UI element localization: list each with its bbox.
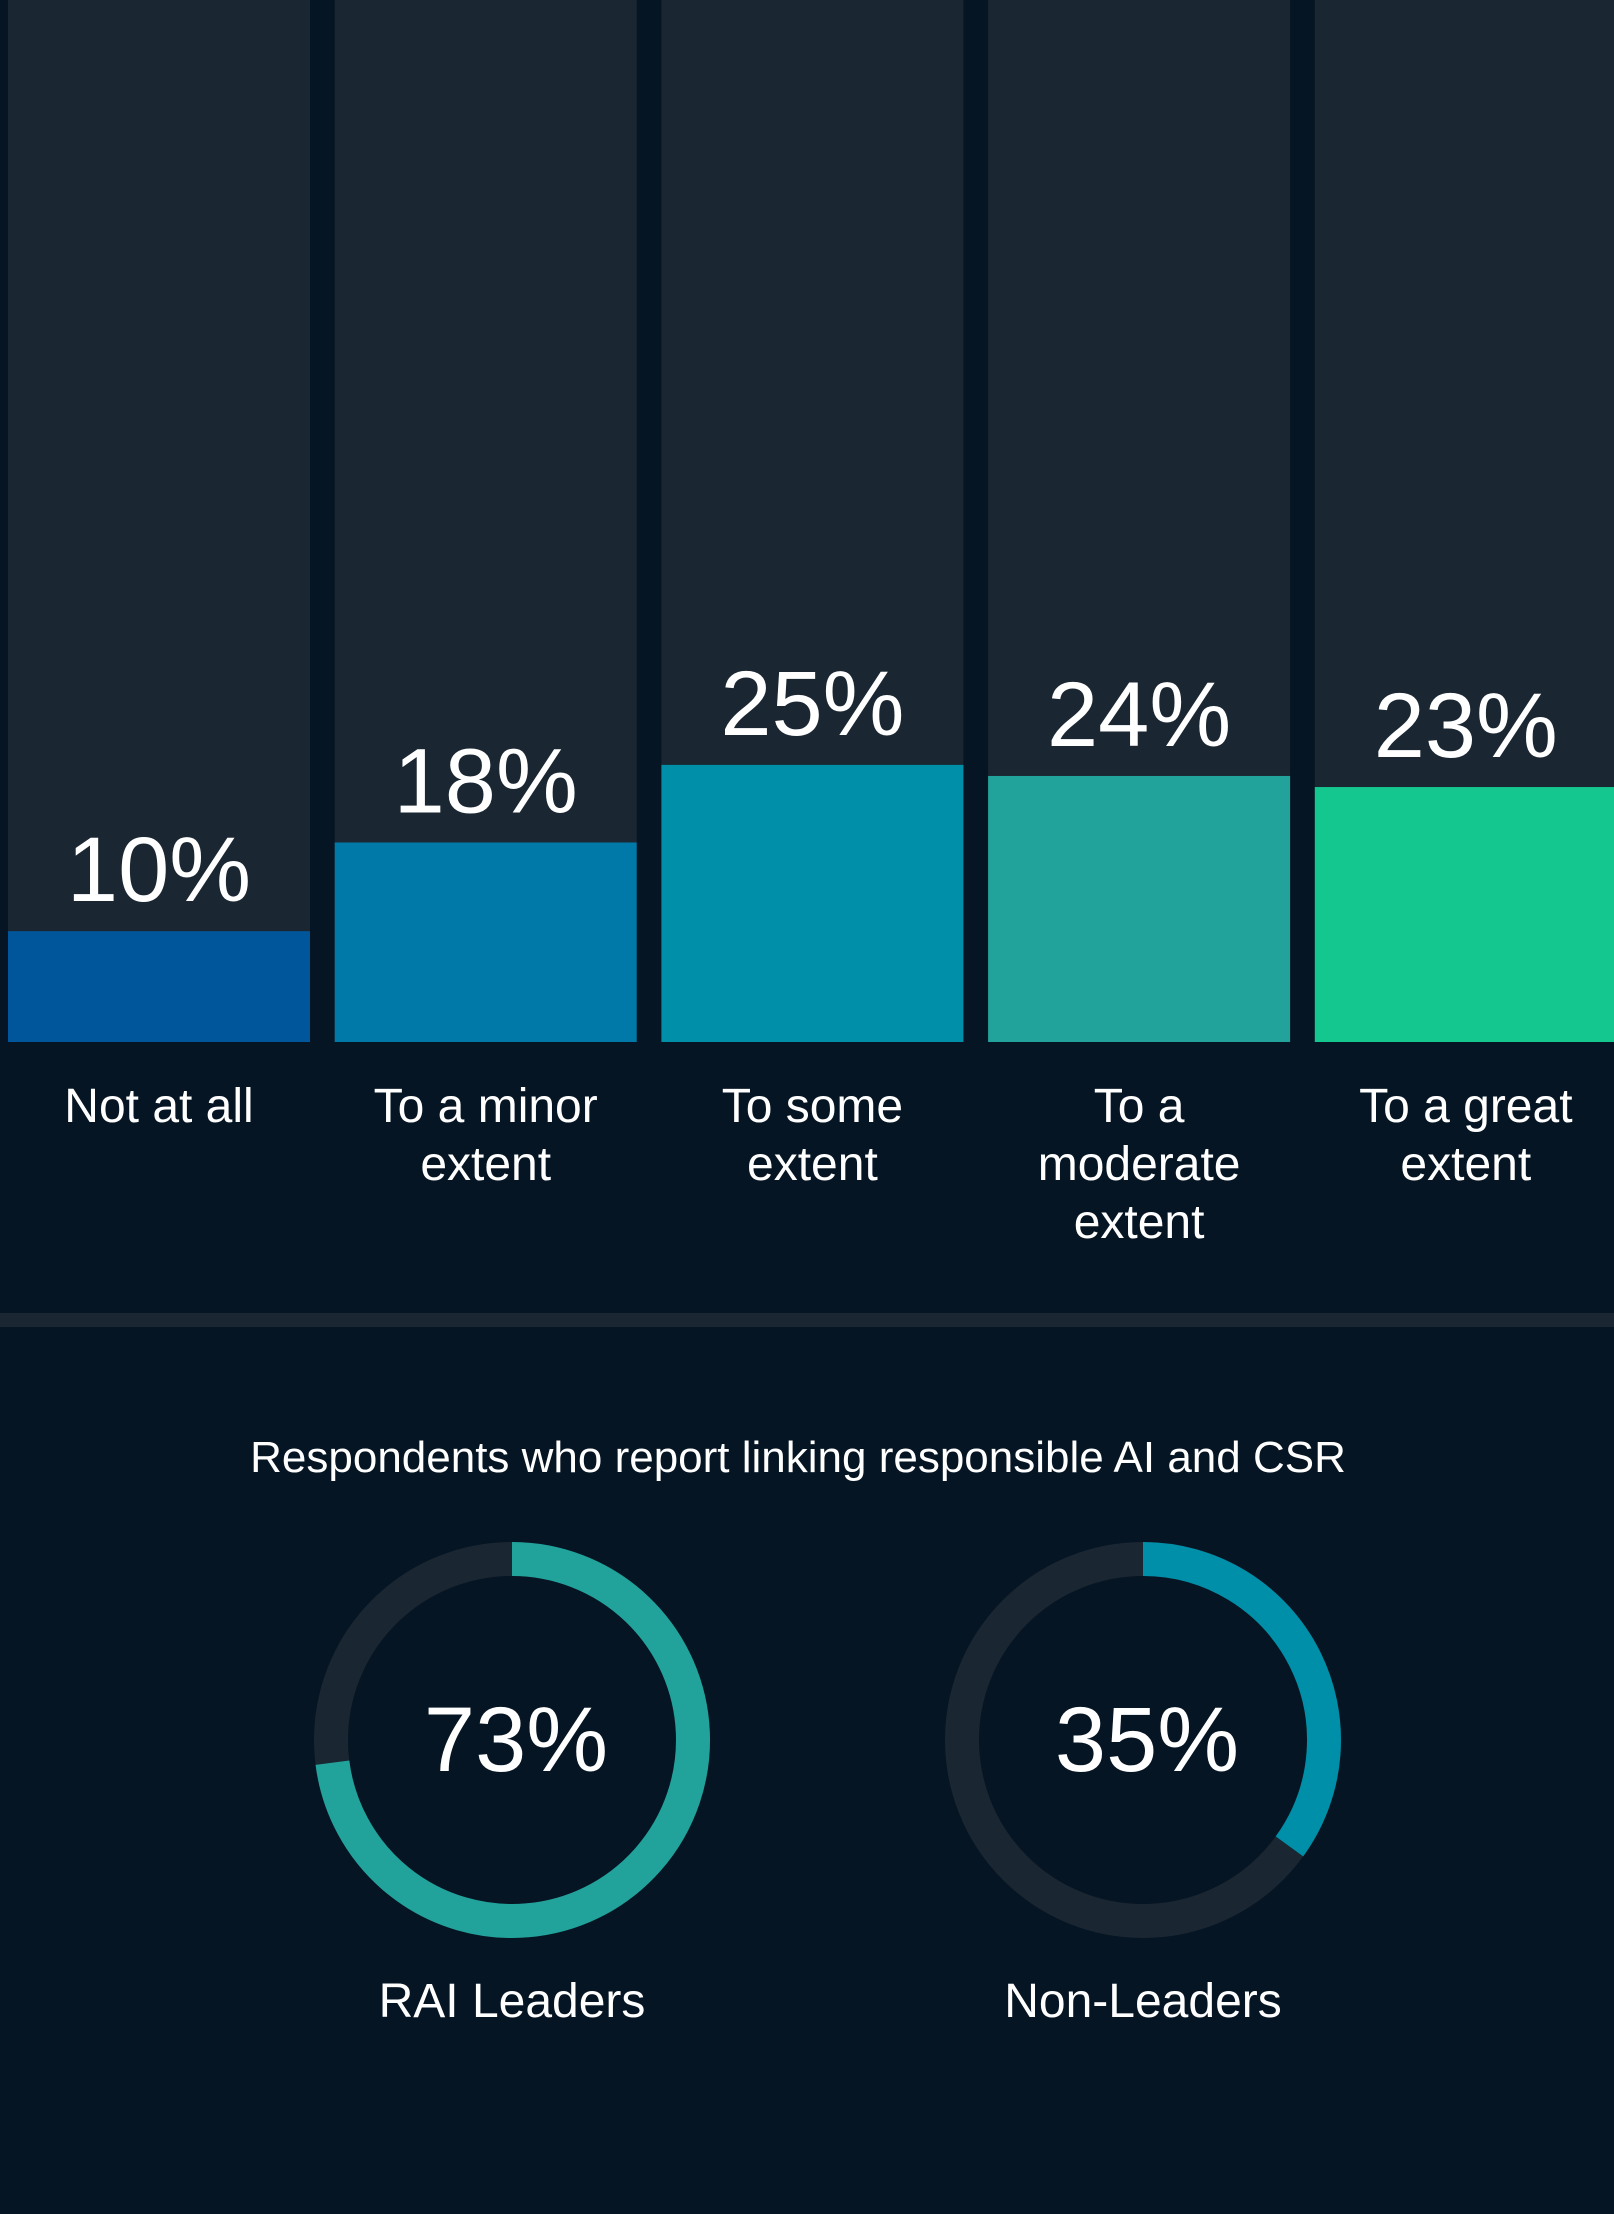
bar <box>8 931 310 1042</box>
bar <box>661 764 964 1042</box>
bar <box>334 842 637 1042</box>
donut-chart: 73% RAI Leaders 35% Non-Leaders <box>314 1542 1341 2028</box>
section-divider <box>0 1313 1614 1327</box>
category-label-line: extent <box>1074 1196 1205 1249</box>
category-label-line: extent <box>420 1138 551 1191</box>
category-label-line: extent <box>747 1138 878 1191</box>
donut-chart-title: Respondents who report linking responsib… <box>250 1433 1346 1482</box>
bar-value-label: 10% <box>67 819 251 921</box>
donut-arc <box>315 1542 710 1938</box>
bar <box>1314 787 1614 1042</box>
category-label-line: Not at all <box>64 1080 253 1133</box>
bar-value-label: 24% <box>1047 664 1231 766</box>
bar-value-label: 18% <box>394 730 578 832</box>
bar <box>988 775 1291 1042</box>
bar-value-label: 23% <box>1374 675 1558 777</box>
donut-center-label: 35% <box>1055 1689 1239 1791</box>
category-label: To some extent <box>722 1080 903 1191</box>
category-label-line: moderate <box>1038 1138 1241 1191</box>
category-label: To a great extent <box>1359 1080 1572 1191</box>
category-label-line: To a <box>1094 1080 1185 1133</box>
donut-arc <box>1142 1542 1341 1857</box>
category-label: Not at all <box>64 1080 253 1133</box>
category-label-line: extent <box>1400 1138 1531 1191</box>
donut-name-label: Non-Leaders <box>1004 1975 1282 2028</box>
category-label-line: To a great <box>1359 1080 1572 1133</box>
category-label-line: To a minor <box>374 1080 598 1133</box>
category-label: To a minor extent <box>374 1080 598 1191</box>
category-label: To a moderate extent <box>1038 1080 1241 1249</box>
bar-track <box>8 0 310 1042</box>
donut-name-label: RAI Leaders <box>379 1975 646 2028</box>
bar-value-label: 25% <box>720 653 904 755</box>
donut-center-label: 73% <box>424 1689 608 1791</box>
category-label-line: To some <box>722 1080 903 1133</box>
